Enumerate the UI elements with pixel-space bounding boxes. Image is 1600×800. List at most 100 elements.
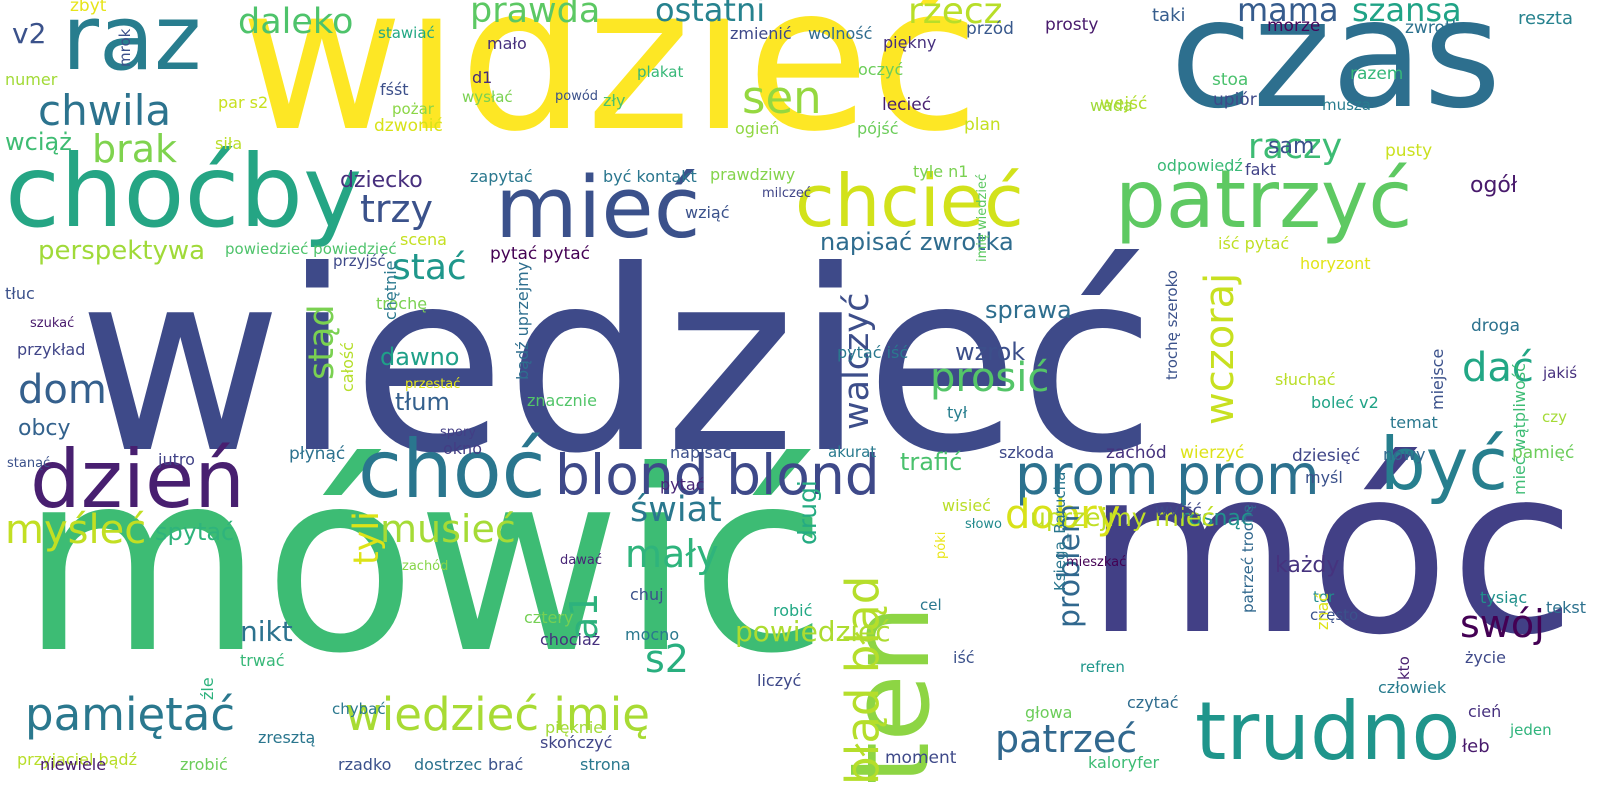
word-cztery: cztery <box>524 608 574 627</box>
word-upiór: upiór <box>1213 90 1257 110</box>
word-droga: droga <box>1471 316 1521 336</box>
word-tyli: tyli <box>347 511 387 565</box>
word-powiedzieć: powiedzieć <box>735 615 891 648</box>
word-choćby: choćby <box>5 133 363 250</box>
word-musieć: musieć <box>380 507 516 551</box>
word-wada: wada <box>1090 96 1133 115</box>
word-mówić: mówić <box>20 417 828 708</box>
word-napisać-zwrotka: napisać zwrotka <box>820 228 1014 256</box>
word-boleć-v2: boleć v2 <box>1311 393 1379 412</box>
word-raczy: raczy <box>1248 127 1343 167</box>
word-v2: v2 <box>12 17 47 50</box>
word-imię-wiedzieć: imię wiedzieć <box>975 173 990 262</box>
word-s2: s2 <box>645 637 689 681</box>
word-fśśt: fśśt <box>380 80 409 99</box>
word-pójść: pójść <box>857 119 899 138</box>
word-błąd-błąd: błąd błąd <box>836 575 889 785</box>
word-refren: refren <box>1080 658 1125 676</box>
word-dom: dom <box>18 367 107 413</box>
word-okno: okno <box>443 439 482 458</box>
word-jeden: jeden <box>1510 721 1552 739</box>
word-razem: razem <box>1350 64 1404 84</box>
word-mieć: mieć <box>495 159 701 258</box>
word-mrok: mrok <box>116 28 134 67</box>
word-sam: sam <box>1268 134 1315 159</box>
word-znacznie: znacznie <box>527 391 597 410</box>
word-stać: stać <box>392 247 467 288</box>
word-spytać: spytać <box>155 518 235 546</box>
word-przestać: przestać <box>405 377 461 392</box>
word-cień: cień <box>1468 702 1502 721</box>
word-daleko: daleko <box>238 2 354 42</box>
word-prosty: prosty <box>1045 15 1099 35</box>
word-akurat: akurat <box>828 443 877 461</box>
word-mieć-wątpliwość: mieć wątpliwość <box>1510 363 1529 495</box>
word-całość: całość <box>338 341 357 392</box>
word-ostatni: ostatni <box>655 0 766 29</box>
word-spory: spory <box>440 425 477 440</box>
word-tył: tył <box>947 403 968 422</box>
word-mało: mało <box>487 34 527 53</box>
word-słowo: słowo <box>965 517 1003 532</box>
word-prawdziwy: prawdziwy <box>710 165 796 184</box>
word-blond-blond: blond blond <box>555 443 880 507</box>
word-pusty: pusty <box>1385 141 1433 161</box>
word-wolność: wolność <box>808 24 873 43</box>
word-myśl: myśl <box>1305 468 1343 487</box>
word-plan: plan <box>964 115 1001 135</box>
word-chętnie: chętnie <box>381 260 400 320</box>
word-chwila: chwila <box>38 86 172 135</box>
word-obcy: obcy <box>18 416 71 441</box>
word-trudno: trudno <box>1195 685 1461 778</box>
word-robić: robić <box>773 601 813 620</box>
word-pięknie: pięknie <box>545 718 604 737</box>
word-zresztą: zresztą <box>258 728 316 747</box>
word-zachód: zachód <box>1106 443 1167 463</box>
word-przód: przód <box>966 19 1014 39</box>
word-morze: morze <box>1267 16 1321 36</box>
word-tysiąc: tysiąc <box>1480 588 1528 607</box>
word-lecieć: lecieć <box>882 95 932 115</box>
word-piękny: piękny <box>883 33 937 52</box>
word-wiedzieć-imię: wiedzieć imię <box>345 688 650 741</box>
word-wyjść: wyjść <box>1155 501 1202 521</box>
word-przyjść: przyjść <box>333 252 386 270</box>
word-znać: znać <box>1313 592 1332 630</box>
word-szkoda: szkoda <box>999 443 1055 462</box>
word-patrzyć: patrzyć <box>1115 153 1413 246</box>
word-cel: cel <box>920 596 942 614</box>
word-temat: temat <box>1390 413 1438 432</box>
word-dawno: dawno <box>380 343 460 371</box>
word-dzwonić: dzwonić <box>374 116 443 136</box>
word-trochę: trochę <box>376 294 428 313</box>
word-taki: taki <box>1152 5 1186 26</box>
word-zapytać: zapytać <box>470 167 533 186</box>
word-bądź-uprzejmy: bądź uprzejmy <box>513 261 532 380</box>
word-trochę-szeroko: trochę szeroko <box>1163 270 1181 380</box>
word-rzadko: rzadko <box>338 755 392 774</box>
word-człowiek: człowiek <box>1378 678 1447 697</box>
word-dostrzec: dostrzec <box>414 755 483 774</box>
word-prosić: prosić <box>930 355 1050 401</box>
word-pytać-pytać: pytać pytać <box>490 244 590 264</box>
word-miejsce: miejsce <box>1428 348 1447 410</box>
word-przyjaciel-bądź: przyjaciel bądź <box>17 750 137 769</box>
word-powiedzieć-powiedzieć: powiedzieć powiedzieć <box>225 240 397 258</box>
word-stawiać: stawiać <box>378 24 435 42</box>
word-raz: raz <box>62 0 202 91</box>
word-strona: strona <box>580 755 631 774</box>
word-wczoraj: wczoraj <box>1197 272 1243 425</box>
word-pożar: pożar <box>392 100 434 118</box>
word-liczyć: liczyć <box>757 671 802 690</box>
word-rosnąć: rosnąć <box>1180 506 1254 531</box>
word-numer: numer <box>5 70 58 89</box>
word-być-kontakt: być kontakt <box>603 167 697 186</box>
word-świat: świat <box>630 490 722 530</box>
word-wisieć: wisieć <box>942 496 991 515</box>
word-zwrotka: zwrotka <box>1405 18 1472 38</box>
word-pytać: pytać <box>660 475 705 494</box>
word-pytać-iść: pytać iść <box>837 343 909 362</box>
word-płynąć: płynąć <box>289 444 346 464</box>
word-rzecz: rzecz <box>908 0 1003 32</box>
